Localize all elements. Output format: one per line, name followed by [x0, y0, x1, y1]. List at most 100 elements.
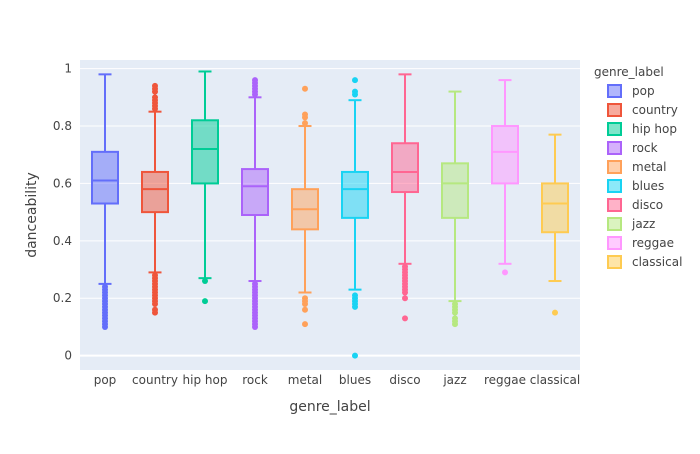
legend-item-reggae[interactable]: reggae: [607, 236, 674, 250]
legend-item-pop[interactable]: pop: [607, 84, 655, 98]
legend-label: metal: [632, 160, 666, 174]
y-axis-ticks: 0 0.2 0.4 0.6 0.8 1: [53, 62, 72, 363]
x-tick-label: reggae: [484, 373, 526, 387]
legend-title: genre_label: [594, 65, 664, 79]
y-tick-label: 0.2: [53, 291, 72, 305]
legend-swatch: [607, 198, 622, 212]
legend-label: rock: [632, 141, 658, 155]
legend-label: classical: [632, 255, 682, 269]
outlier-point[interactable]: [352, 91, 358, 98]
box-series-pop[interactable]: [91, 73, 119, 330]
legend-swatch: [607, 255, 622, 269]
x-tick-label: disco: [389, 373, 420, 387]
box-series-classical[interactable]: [541, 133, 569, 316]
legend-swatch: [607, 122, 622, 136]
legend-item-country[interactable]: country: [607, 103, 678, 117]
outlier-point[interactable]: [252, 91, 258, 98]
legend[interactable]: pop country hip hop rock metal blues disco jazz…: [607, 84, 682, 269]
x-tick-label: blues: [339, 373, 371, 387]
legend-swatch: [607, 103, 622, 117]
legend-swatch: [607, 236, 622, 250]
legend-swatch: [607, 217, 622, 231]
legend-label: reggae: [632, 236, 674, 250]
outlier-point[interactable]: [152, 300, 158, 307]
legend-item-disco[interactable]: disco: [607, 198, 663, 212]
legend-item-hip-hop[interactable]: hip hop: [607, 122, 677, 136]
box-series-country[interactable]: [141, 82, 169, 316]
box-series-metal[interactable]: [291, 85, 319, 328]
legend-label: blues: [632, 179, 664, 193]
iqr-box[interactable]: [441, 162, 469, 219]
box-series-jazz[interactable]: [441, 90, 469, 328]
y-axis-title: danceability: [24, 172, 40, 258]
x-tick-label: classical: [530, 373, 580, 387]
x-tick-label: jazz: [442, 373, 466, 387]
outlier-point[interactable]: [452, 309, 458, 316]
outlier-point[interactable]: [402, 315, 408, 322]
x-axis-ticks: pop country hip hop rock metal blues disco jazz…: [94, 373, 581, 387]
x-tick-label: pop: [94, 373, 117, 387]
outlier-point[interactable]: [502, 269, 508, 276]
legend-swatch: [607, 160, 622, 174]
box-series-group: [91, 70, 569, 359]
legend-label: jazz: [631, 217, 655, 231]
outlier-point[interactable]: [202, 278, 208, 285]
box-series-disco[interactable]: [391, 73, 419, 322]
outlier-point[interactable]: [552, 309, 558, 316]
legend-item-jazz[interactable]: jazz: [607, 217, 655, 231]
outlier-point[interactable]: [252, 323, 258, 330]
outlier-point[interactable]: [302, 321, 308, 328]
legend-item-classical[interactable]: classical: [607, 255, 682, 269]
legend-item-rock[interactable]: rock: [607, 141, 658, 155]
x-tick-label: country: [132, 373, 178, 387]
legend-label: pop: [632, 84, 655, 98]
outlier-point[interactable]: [352, 352, 358, 359]
box-series-reggae[interactable]: [491, 79, 519, 276]
outlier-point[interactable]: [352, 77, 358, 84]
y-tick-label: 0.6: [53, 176, 72, 190]
x-axis-title: genre_label: [289, 399, 370, 415]
outlier-point[interactable]: [152, 88, 158, 95]
legend-swatch: [607, 179, 622, 193]
outlier-point[interactable]: [302, 120, 308, 127]
legend-item-metal[interactable]: metal: [607, 160, 666, 174]
legend-label: country: [632, 103, 678, 117]
iqr-box[interactable]: [341, 170, 369, 219]
iqr-box[interactable]: [491, 125, 519, 185]
iqr-box[interactable]: [391, 142, 419, 194]
outlier-point[interactable]: [152, 105, 158, 112]
y-tick-label: 1: [64, 62, 72, 76]
box-series-hip-hop[interactable]: [191, 70, 219, 305]
iqr-box[interactable]: [241, 168, 269, 217]
y-tick-label: 0: [64, 349, 72, 363]
x-tick-label: rock: [242, 373, 268, 387]
y-tick-label: 0.8: [53, 119, 72, 133]
legend-label: disco: [632, 198, 663, 212]
legend-label: hip hop: [632, 122, 677, 136]
legend-item-blues[interactable]: blues: [607, 179, 664, 193]
outlier-point[interactable]: [152, 309, 158, 316]
outlier-point[interactable]: [302, 300, 308, 307]
outlier-point[interactable]: [302, 85, 308, 92]
outlier-point[interactable]: [352, 303, 358, 310]
outlier-point[interactable]: [102, 323, 108, 330]
iqr-box[interactable]: [541, 182, 569, 234]
legend-swatch: [607, 141, 622, 155]
x-tick-label: hip hop: [183, 373, 228, 387]
outlier-point[interactable]: [402, 289, 408, 296]
outlier-point[interactable]: [402, 295, 408, 302]
outlier-point[interactable]: [452, 321, 458, 328]
outlier-point[interactable]: [302, 306, 308, 313]
box-series-blues[interactable]: [341, 77, 369, 359]
legend-swatch: [607, 84, 622, 98]
box-series-rock[interactable]: [241, 77, 269, 330]
outlier-point[interactable]: [302, 114, 308, 121]
iqr-box[interactable]: [141, 170, 169, 214]
plot-background: [80, 60, 580, 370]
x-tick-label: metal: [288, 373, 322, 387]
outlier-point[interactable]: [202, 298, 208, 305]
iqr-box[interactable]: [91, 150, 119, 205]
iqr-box[interactable]: [191, 119, 219, 185]
y-tick-label: 0.4: [53, 234, 72, 248]
